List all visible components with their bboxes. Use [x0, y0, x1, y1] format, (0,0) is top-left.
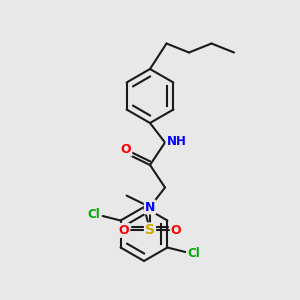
Text: O: O [121, 142, 131, 156]
Text: N: N [145, 200, 155, 214]
Text: O: O [171, 224, 182, 237]
Text: NH: NH [167, 134, 186, 148]
Text: O: O [118, 224, 129, 237]
Text: S: S [145, 224, 155, 237]
Text: Cl: Cl [188, 247, 200, 260]
Text: Cl: Cl [88, 208, 100, 221]
